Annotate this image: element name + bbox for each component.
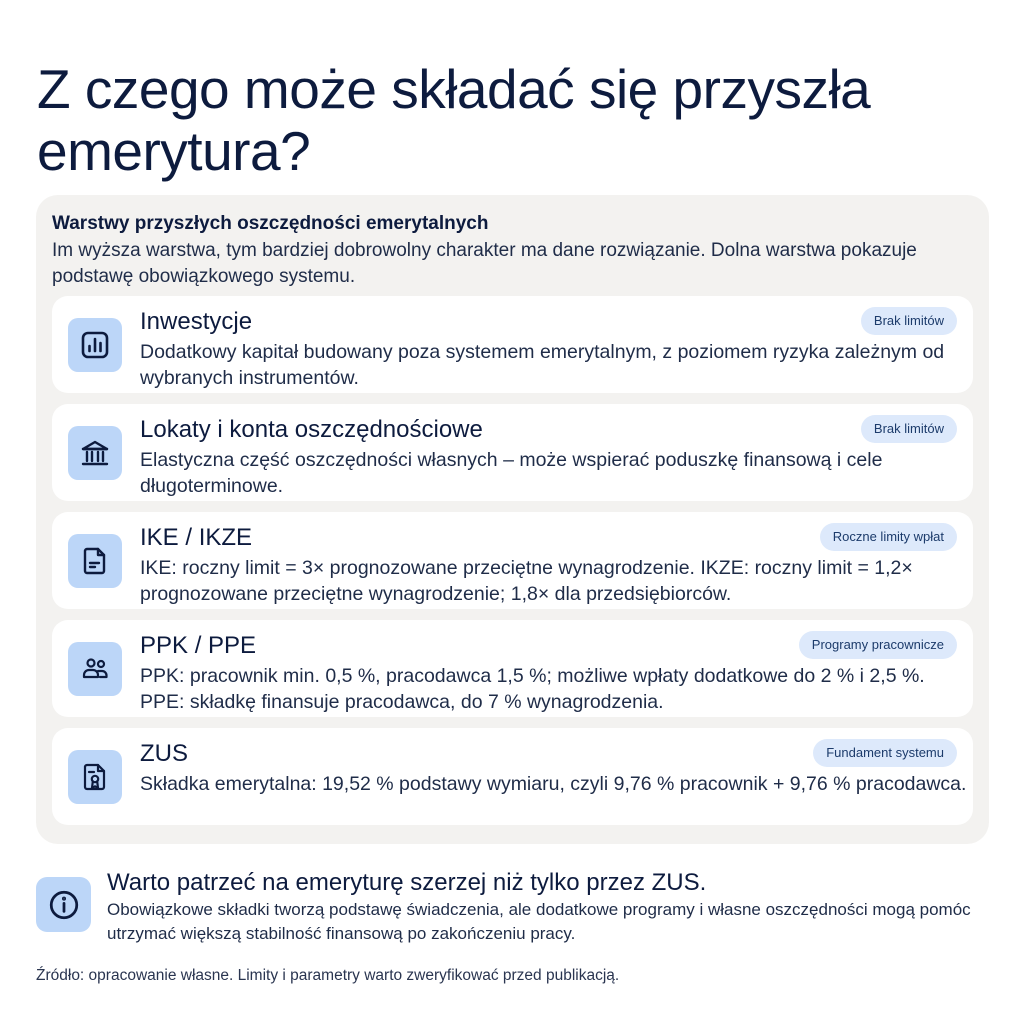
layer-title: Inwestycje xyxy=(140,308,253,335)
layer-description: IKE: roczny limit = 3× prognozowane prze… xyxy=(140,557,913,605)
info-text: Obowiązkowe składki tworzą podstawę świa… xyxy=(107,900,971,943)
layer-description: PPK: pracownik min. 0,5 %, pracodawca 1,… xyxy=(140,665,925,713)
panel-subtitle: Im wyższa warstwa, tym bardziej dobrowol… xyxy=(52,240,917,287)
page-title: Z czego może składać się przyszła emeryt… xyxy=(37,58,871,182)
layer-badge: Brak limitów xyxy=(860,415,957,443)
bank-icon xyxy=(68,426,122,480)
source-note: Źródło: opracowanie własne. Limity i par… xyxy=(36,967,620,984)
layer-card-zus: ZUS Fundament systemu Składka emerytalna… xyxy=(52,728,973,825)
people-icon xyxy=(68,642,122,696)
layer-card-ppk-ppe: PPK / PPE Programy pracownicze PPK: prac… xyxy=(52,620,973,717)
certificate-icon xyxy=(68,750,122,804)
layer-description: Dodatkowy kapitał budowany poza systemem… xyxy=(140,341,945,389)
info-title: Warto patrzeć na emeryturę szerzej niż t… xyxy=(107,869,707,896)
layer-badge: Roczne limity wpłat xyxy=(819,523,957,551)
layer-title: PPK / PPE xyxy=(140,632,257,659)
layer-badge: Brak limitów xyxy=(860,307,957,335)
layer-card-lokaty: Lokaty i konta oszczędnościowe Brak limi… xyxy=(52,404,973,501)
layer-badge: Programy pracownicze xyxy=(798,631,957,659)
layer-title: ZUS xyxy=(140,740,188,767)
info-icon xyxy=(36,877,91,932)
panel-heading: Warstwy przyszłych oszczędności emerytal… xyxy=(52,213,489,234)
layer-badge: Fundament systemu xyxy=(813,739,957,767)
layers-panel: Warstwy przyszłych oszczędności emerytal… xyxy=(36,195,989,844)
layer-title: IKE / IKZE xyxy=(140,524,253,551)
layer-description: Elastyczna część oszczędności własnych –… xyxy=(140,449,883,497)
layer-title: Lokaty i konta oszczędnościowe xyxy=(140,416,483,443)
layer-description: Składka emerytalna: 19,52 % podstawy wym… xyxy=(140,773,967,795)
layer-card-inwestycje: Inwestycje Brak limitów Dodatkowy kapita… xyxy=(52,296,973,393)
layer-card-ike-ikze: IKE / IKZE Roczne limity wpłat IKE: rocz… xyxy=(52,512,973,609)
chart-icon xyxy=(68,318,122,372)
document-icon xyxy=(68,534,122,588)
